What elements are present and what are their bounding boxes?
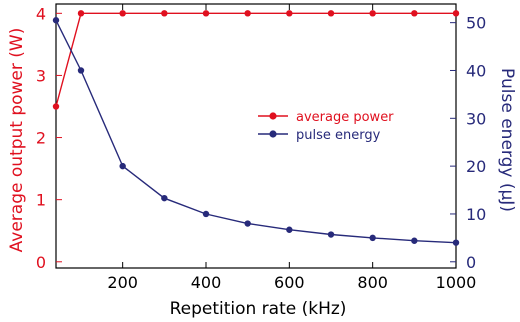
average-power-point: [77, 10, 85, 17]
y-left-tick-label: 1: [36, 191, 46, 210]
pulse-energy-point: [161, 194, 168, 202]
pulse-energy-line: [55, 19, 457, 244]
y-right-tick-label: 30: [466, 109, 486, 128]
pulse-energy-point: [327, 231, 335, 238]
y-right-tick-label: 20: [466, 157, 486, 176]
average-power-point: [369, 10, 376, 17]
pulse-energy-point: [286, 226, 293, 233]
x-axis-label: Repetition rate (kHz): [170, 299, 347, 319]
x-tick-label: 200: [107, 273, 138, 292]
pulse-energy-point: [452, 239, 460, 246]
y-right-tick-label: 40: [466, 61, 486, 80]
y-left-tick-label: 2: [36, 129, 46, 148]
y-right-tick-label: 50: [466, 14, 486, 33]
legend: average power pulse energy: [258, 110, 394, 143]
y-axis-right-label: Pulse energy (μJ): [497, 68, 517, 212]
y-left-tick-label: 0: [36, 253, 46, 272]
x-tick-label: 800: [357, 273, 388, 292]
average-power-point: [52, 103, 60, 110]
pulse-energy-point: [77, 67, 85, 74]
average-power-point: [327, 10, 335, 17]
y-axis-left-label: Average output power (W): [7, 28, 27, 253]
x-tick-label: 600: [274, 273, 305, 292]
average-power-point: [452, 10, 460, 17]
series-layer: [52, 10, 460, 246]
average-power-point: [161, 10, 168, 17]
pulse-energy-point: [369, 234, 376, 242]
y-right-tick-label: 0: [466, 253, 476, 272]
average-power-line: [55, 12, 456, 107]
legend-average-power-marker: [269, 112, 277, 120]
pulse-energy-point: [411, 237, 418, 244]
legend-pulse-energy-label: pulse energy: [296, 128, 381, 143]
pulse-energy-point: [119, 162, 126, 170]
average-power-point: [244, 10, 251, 17]
legend-pulse-energy-marker: [269, 130, 277, 138]
x-tick-label: 400: [191, 273, 222, 292]
y-left-tick-label: 3: [36, 66, 46, 85]
y-right-tick-label: 10: [466, 205, 486, 224]
pulse-energy-point: [244, 220, 251, 227]
y-left-tick-label: 4: [36, 4, 46, 23]
pulse-energy-point: [52, 17, 60, 24]
average-power-point: [411, 10, 418, 17]
plot-frame: [55, 3, 457, 269]
average-power-point: [119, 10, 126, 17]
average-power-point: [202, 10, 210, 17]
pulse-energy-point: [202, 210, 210, 218]
x-tick-label: 1000: [436, 273, 477, 292]
average-power-point: [286, 10, 293, 17]
legend-average-power-label: average power: [296, 110, 394, 125]
